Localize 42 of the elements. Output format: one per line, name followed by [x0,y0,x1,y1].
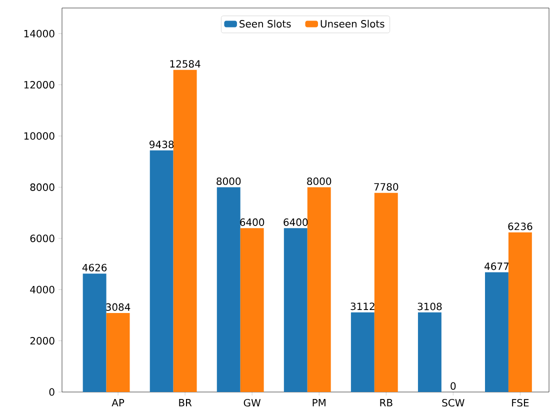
bar [418,312,442,392]
x-tick-label: BR [179,399,192,406]
data-label: 8000 [216,177,241,186]
x-tick-label: SCW [442,398,464,407]
bar [150,150,174,392]
y-tick-label: 4000 [30,286,54,294]
y-tick-label: 14000 [24,30,54,38]
data-label: 6236 [508,222,532,230]
data-label: 3108 [418,302,442,310]
bar [240,228,264,392]
x-tick-label: RB [380,399,392,406]
x-tick-label: FSE [512,398,529,407]
data-label: 4626 [82,264,107,272]
data-label: 12584 [170,60,200,68]
data-label: 7780 [374,183,398,191]
x-tick-label: AP [112,399,124,406]
y-tick-label: 6000 [30,234,54,242]
bar [350,312,374,392]
data-label: 0 [450,382,456,390]
y-tick-label: 2000 [30,337,54,345]
y-tick-label: 10000 [24,132,54,140]
data-label: 3084 [106,303,130,311]
data-label: 9438 [150,140,174,148]
legend-label: Seen Slots [240,20,291,28]
bar [307,187,331,392]
y-tick-label: 8000 [30,183,54,191]
x-tick-label: PM [312,399,326,406]
bar [508,232,532,392]
y-tick-label: 0 [49,388,54,396]
bar [106,313,130,392]
x-tick-label: GW [244,398,261,407]
bar [374,192,398,392]
bar [284,228,308,392]
data-label: 4677 [484,262,509,270]
y-tick-label: 12000 [24,81,54,89]
bar [82,274,106,392]
bar [216,187,240,392]
data-label: 3112 [350,302,374,310]
data-label: 8000 [307,177,332,186]
bar [173,70,197,392]
bar [485,272,508,392]
legend-label: Unseen Slots [320,20,384,28]
